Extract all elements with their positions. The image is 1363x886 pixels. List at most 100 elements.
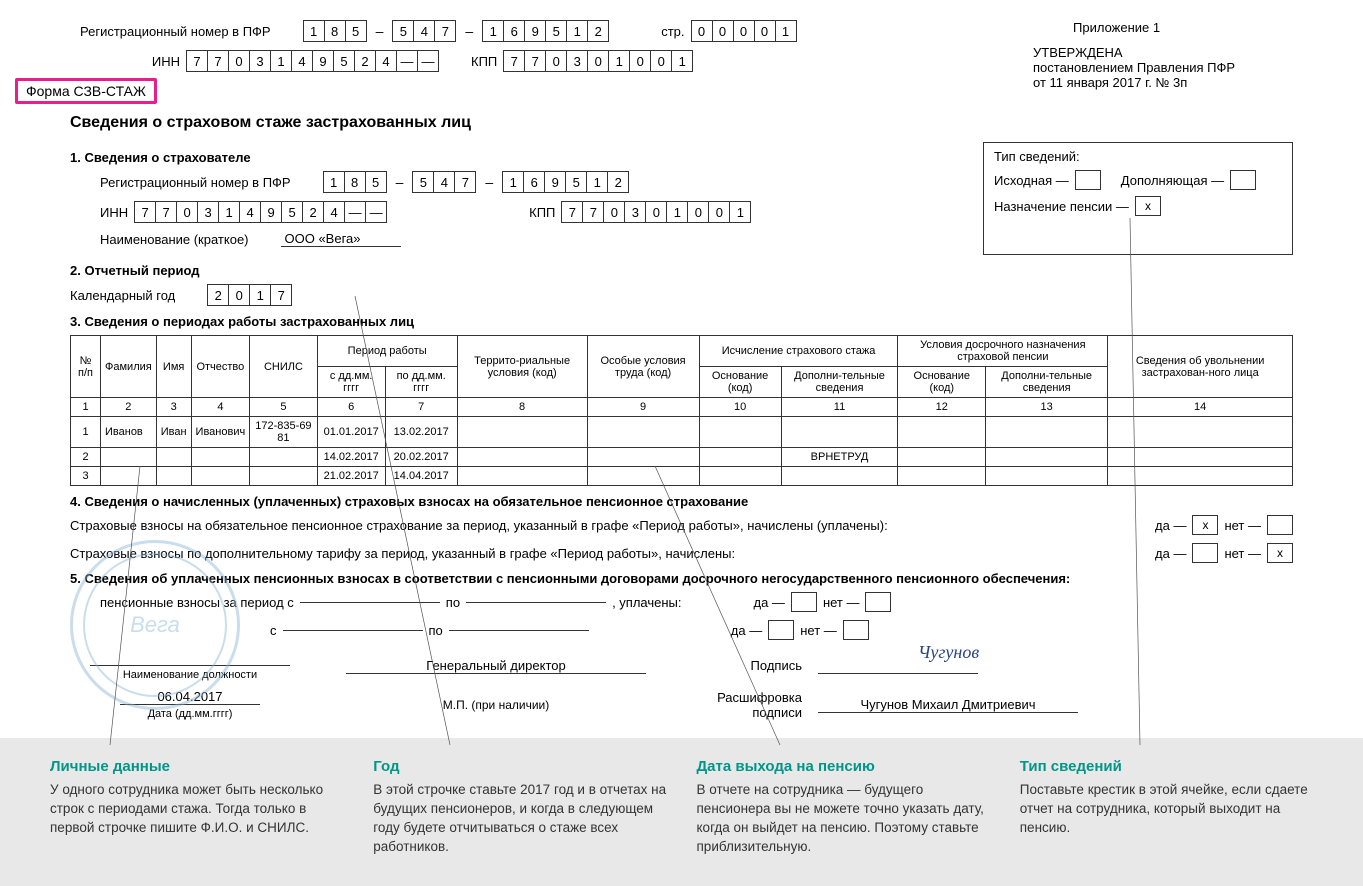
digit-cell: 1 bbox=[323, 171, 345, 193]
digit-cell: 9 bbox=[312, 50, 334, 72]
digit-cell: 9 bbox=[260, 201, 282, 223]
digit-cell: 5 bbox=[392, 20, 414, 42]
digit-cell: 2 bbox=[587, 20, 609, 42]
digit-cell: 3 bbox=[566, 50, 588, 72]
callout: Личные данныеУ одного сотрудника может б… bbox=[50, 758, 343, 857]
col-otch: Отчество bbox=[191, 336, 250, 398]
sign-label: Подпись bbox=[751, 658, 802, 673]
digit-cell: 4 bbox=[375, 50, 397, 72]
digit-cell: 1 bbox=[775, 20, 797, 42]
digit-cell: 0 bbox=[603, 201, 625, 223]
s4-l2-no[interactable]: х bbox=[1267, 543, 1293, 563]
s5-from2[interactable] bbox=[283, 630, 423, 631]
digit-cell: 8 bbox=[324, 20, 346, 42]
decode-value: Чугунов Михаил Дмитриевич bbox=[818, 697, 1078, 713]
s3-heading: 3. Сведения о периодах работы застрахова… bbox=[70, 314, 1293, 329]
digit-cell: 1 bbox=[249, 284, 271, 306]
digit-cell: 4 bbox=[291, 50, 313, 72]
s5-from[interactable] bbox=[300, 602, 440, 603]
digit-cell: 1 bbox=[671, 50, 693, 72]
digit-cell: 2 bbox=[207, 284, 229, 306]
col-early: Условия досрочного назначения страховой … bbox=[898, 336, 1108, 367]
s5-l1-yes[interactable] bbox=[791, 592, 817, 612]
col-dismiss: Сведения об увольнении застрахован-ного … bbox=[1108, 336, 1293, 398]
digit-cell: 0 bbox=[629, 50, 651, 72]
digit-cell: 1 bbox=[608, 50, 630, 72]
digit-cell: 2 bbox=[302, 201, 324, 223]
col-period: Период работы bbox=[317, 336, 457, 367]
digit-cell: 5 bbox=[565, 171, 587, 193]
callout: Тип сведенийПоставьте крестик в этой яче… bbox=[1020, 758, 1313, 857]
digit-cell: 0 bbox=[687, 201, 709, 223]
approved-1: УТВЕРЖДЕНА bbox=[1033, 45, 1293, 60]
col-basis2: Основание (код) bbox=[898, 367, 986, 398]
digit-cell: 1 bbox=[482, 20, 504, 42]
col-extra1: Дополни-тельные сведения bbox=[781, 367, 898, 398]
digit-cell: 6 bbox=[503, 20, 525, 42]
digit-cell: 7 bbox=[503, 50, 525, 72]
appendix-label: Приложение 1 bbox=[1073, 20, 1293, 35]
main-title: Сведения о страховом стаже застрахованны… bbox=[70, 114, 1293, 132]
s5-l2-yes[interactable] bbox=[768, 620, 794, 640]
s1-kpp-label: КПП bbox=[529, 205, 555, 220]
kpp-label: КПП bbox=[471, 54, 497, 69]
s1-reg-label: Регистрационный номер в ПФР bbox=[100, 175, 291, 190]
digit-cell: 7 bbox=[270, 284, 292, 306]
s2-heading: 2. Отчетный период bbox=[70, 263, 1293, 278]
s1-inn-label: ИНН bbox=[100, 205, 128, 220]
digit-cell: 1 bbox=[586, 171, 608, 193]
col-terr: Террито-риальные условия (код) bbox=[457, 336, 587, 398]
digit-cell: 0 bbox=[691, 20, 713, 42]
type-box: Тип сведений: Исходная — Дополняющая — Н… bbox=[983, 142, 1293, 255]
col-extra2: Дополни-тельные сведения bbox=[986, 367, 1108, 398]
s1-name-label: Наименование (краткое) bbox=[100, 232, 249, 247]
mp-label: М.П. (при наличии) bbox=[443, 698, 550, 712]
digit-cell: 5 bbox=[365, 171, 387, 193]
type-chk2[interactable] bbox=[1230, 170, 1256, 190]
digit-cell: 9 bbox=[524, 20, 546, 42]
type-opt3: Назначение пенсии — bbox=[994, 199, 1129, 214]
digit-cell: 7 bbox=[155, 201, 177, 223]
digit-cell: 1 bbox=[218, 201, 240, 223]
digit-cell: 4 bbox=[323, 201, 345, 223]
s4-line1: Страховые взносы на обязательное пенсион… bbox=[70, 515, 1293, 535]
col-snils: СНИЛС bbox=[250, 336, 317, 398]
s4-l1-no[interactable] bbox=[1267, 515, 1293, 535]
s4-line2: Страховые взносы по дополнительному тари… bbox=[70, 543, 1293, 563]
s4-l2-yes[interactable] bbox=[1192, 543, 1218, 563]
s5-l1-no[interactable] bbox=[865, 592, 891, 612]
inn-label: ИНН bbox=[80, 54, 180, 69]
s4-heading: 4. Сведения о начисленных (уплаченных) с… bbox=[70, 494, 1293, 509]
digit-cell: 7 bbox=[434, 20, 456, 42]
col-stazh: Исчисление страхового стажа bbox=[699, 336, 898, 367]
digit-cell: — bbox=[365, 201, 387, 223]
digit-cell: 5 bbox=[333, 50, 355, 72]
table-row: 1ИвановИванИванович172-835-69 8101.01.20… bbox=[71, 417, 1293, 448]
s4-l1-yes[interactable]: х bbox=[1192, 515, 1218, 535]
s1-heading: 1. Сведения о страхователе bbox=[70, 150, 963, 165]
callout: ГодВ этой строчке ставьте 2017 год и в о… bbox=[373, 758, 666, 857]
page-label: стр. bbox=[661, 24, 684, 39]
signature: Чугунов bbox=[918, 642, 979, 663]
digit-cell: 0 bbox=[733, 20, 755, 42]
digit-cell: 7 bbox=[207, 50, 229, 72]
digit-cell: — bbox=[344, 201, 366, 223]
s5-l2-no[interactable] bbox=[843, 620, 869, 640]
digit-cell: 7 bbox=[454, 171, 476, 193]
s5-to2[interactable] bbox=[449, 630, 589, 631]
callouts-row: Личные данныеУ одного сотрудника может б… bbox=[0, 738, 1363, 877]
type-chk1[interactable] bbox=[1075, 170, 1101, 190]
digit-cell: 4 bbox=[433, 171, 455, 193]
type-chk3[interactable]: x bbox=[1135, 196, 1161, 216]
typebox-title: Тип сведений: bbox=[994, 149, 1282, 164]
digit-cell: 3 bbox=[197, 201, 219, 223]
periods-table: № п/п Фамилия Имя Отчество СНИЛС Период … bbox=[70, 335, 1293, 486]
digit-cell: 0 bbox=[645, 201, 667, 223]
s5-to[interactable] bbox=[466, 602, 606, 603]
col-fam: Фамилия bbox=[101, 336, 157, 398]
digit-cell: 8 bbox=[344, 171, 366, 193]
s5-heading: 5. Сведения об уплаченных пенсионных взн… bbox=[70, 571, 1293, 586]
digit-cell: 7 bbox=[134, 201, 156, 223]
digit-cell: 0 bbox=[754, 20, 776, 42]
digit-cell: 6 bbox=[523, 171, 545, 193]
